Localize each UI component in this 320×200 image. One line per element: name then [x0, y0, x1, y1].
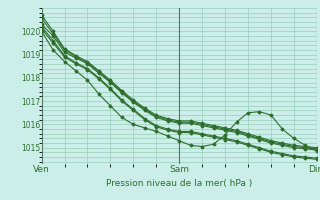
X-axis label: Pression niveau de la mer( hPa ): Pression niveau de la mer( hPa ) [106, 179, 252, 188]
